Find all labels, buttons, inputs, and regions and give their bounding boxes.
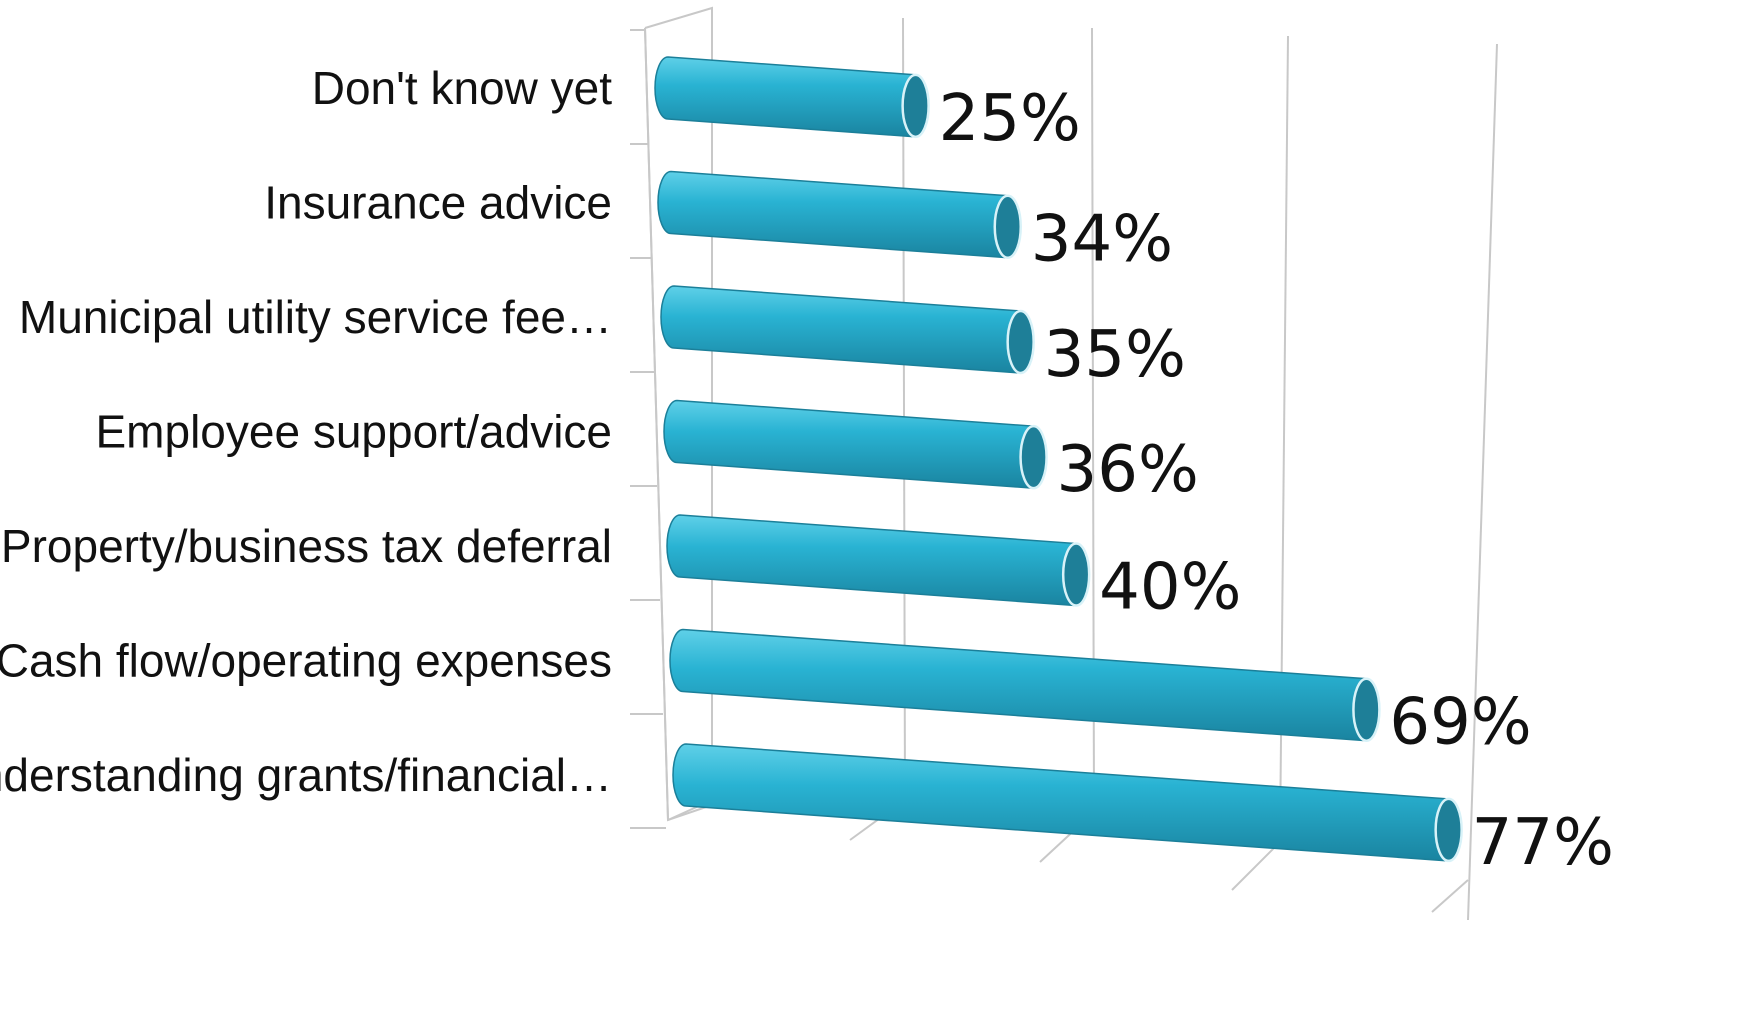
category-label: Property/business tax deferral xyxy=(1,520,612,572)
gridline-4 xyxy=(1467,43,1498,921)
category-label: Insurance advice xyxy=(264,177,612,229)
bar xyxy=(663,399,1035,489)
bar-end-cap xyxy=(1006,309,1035,375)
bar xyxy=(654,56,917,138)
value-labels: 25% 34% 35% 36% 40% 69% 77% xyxy=(939,82,1614,880)
bar xyxy=(657,170,1009,259)
category-label: Understanding grants/financial… xyxy=(0,749,612,801)
value-label: 35% xyxy=(1044,318,1186,392)
axis-line xyxy=(644,27,669,821)
bars xyxy=(654,56,1463,863)
bar xyxy=(669,628,1368,742)
bar-end-cap xyxy=(1061,542,1091,607)
category-label: Municipal utility service fee… xyxy=(19,291,612,343)
value-label: 77% xyxy=(1472,806,1614,880)
floor-line-3 xyxy=(1231,841,1281,891)
value-label: 25% xyxy=(939,82,1081,156)
floor-line-4 xyxy=(1431,879,1469,913)
value-label: 69% xyxy=(1389,686,1531,760)
bar-end-cap xyxy=(1352,677,1381,742)
category-label: Employee support/advice xyxy=(95,406,612,458)
bar xyxy=(672,743,1450,862)
bar-end-cap xyxy=(993,194,1023,259)
value-label: 34% xyxy=(1031,203,1173,277)
value-label: 36% xyxy=(1057,433,1199,507)
bar-end-cap xyxy=(1434,797,1463,863)
bar xyxy=(666,514,1077,607)
category-label: Don't know yet xyxy=(312,62,612,114)
bar-end-cap xyxy=(1019,424,1048,490)
category-label: Cash flow/operating expenses xyxy=(0,635,612,687)
bar xyxy=(660,285,1022,374)
category-labels: Don't know yet Insurance advice Municipal … xyxy=(0,62,612,801)
gridlines xyxy=(630,6,1498,921)
value-label: 40% xyxy=(1099,551,1241,625)
bar-end-cap xyxy=(901,73,930,139)
